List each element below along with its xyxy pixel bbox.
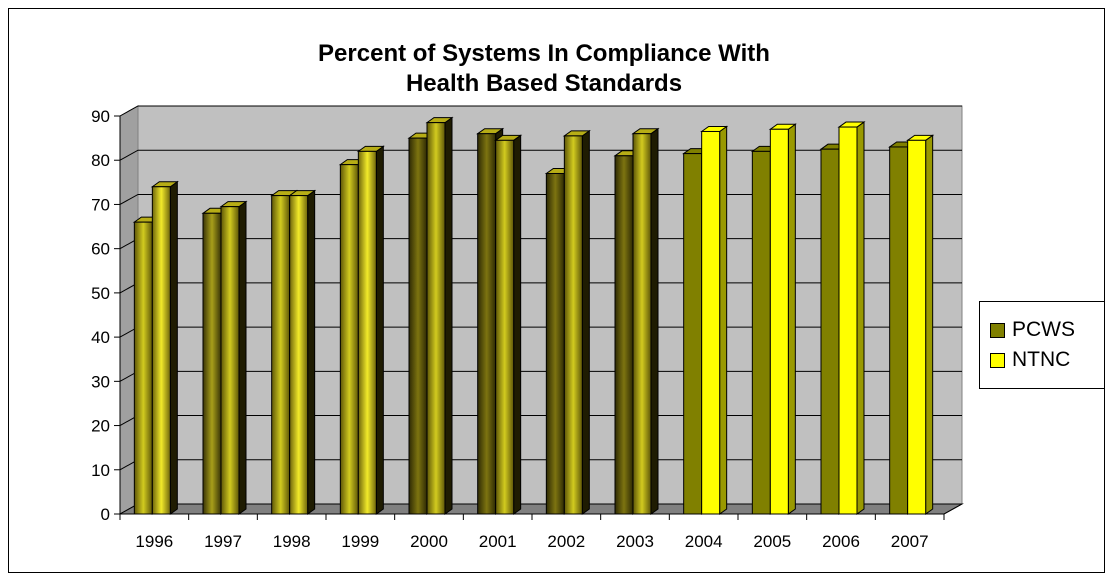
- legend-entry-ntnc: NTNC: [990, 348, 1070, 372]
- bar-pcws-2004: [683, 153, 703, 515]
- y-tick-label: 80: [91, 151, 110, 170]
- bar-pcws-2003: [614, 155, 634, 515]
- bar-pcws-2007: [889, 146, 909, 515]
- chart-frame: Percent of Systems In Compliance With He…: [8, 8, 1105, 573]
- x-tick-label: 2001: [479, 532, 517, 551]
- chart-title: Percent of Systems In Compliance With He…: [9, 39, 1079, 99]
- x-tick-label: 2005: [753, 532, 791, 551]
- chart-legend: PCWS NTNC: [979, 301, 1104, 389]
- bar-ntnc-2006-side: [856, 121, 865, 515]
- bar-pcws-1999: [339, 164, 359, 515]
- x-tick-label: 2000: [410, 532, 448, 551]
- y-tick-label: 90: [91, 107, 110, 126]
- bar-pcws-1996: [133, 221, 153, 515]
- bar-ntnc-2006: [838, 126, 858, 515]
- chart-title-line-2: Health Based Standards: [405, 70, 683, 97]
- y-gridline: [119, 105, 962, 117]
- chart-plot: 0 10 20 30 40 50 60 70 80 90 1996 1997 1998 1999 2000 2…: [91, 105, 964, 551]
- bar-ntnc-2003-side: [650, 127, 659, 515]
- x-tick-label: 2007: [891, 532, 929, 551]
- bar-ntnc-1997: [220, 206, 240, 515]
- y-gridline: [119, 149, 962, 161]
- y-tick-label: 50: [91, 284, 110, 303]
- x-axis-edge: [943, 503, 963, 515]
- bar-ntnc-2002: [563, 135, 583, 515]
- bar-ntnc-2003: [632, 133, 652, 515]
- y-tick-label: 20: [91, 417, 110, 436]
- bar-ntnc-2000: [426, 122, 446, 515]
- bar-ntnc-2004-side: [719, 125, 728, 515]
- bar-ntnc-2002-side: [581, 129, 590, 515]
- bar-ntnc-1996: [151, 186, 171, 515]
- legend-swatch-pcws: [990, 322, 1005, 338]
- legend-label-ntnc: NTNC: [1012, 348, 1071, 371]
- x-tick-label: 1998: [273, 532, 311, 551]
- bar-pcws-2002: [545, 172, 565, 515]
- bar-ntnc-2005: [769, 128, 789, 515]
- y-tick-label: 70: [91, 195, 110, 214]
- bar-pcws-1998: [271, 195, 291, 515]
- x-tick-label: 2004: [685, 532, 723, 551]
- bar-ntnc-2004: [701, 130, 721, 515]
- chart-title-line-1: Percent of Systems In Compliance With: [318, 40, 770, 67]
- y-tick-label: 40: [91, 328, 110, 347]
- bar-ntnc-2005-side: [787, 123, 796, 515]
- bar-ntnc-1997-side: [238, 200, 247, 515]
- bar-ntnc-1998-side: [307, 189, 316, 515]
- bar-ntnc-2007: [907, 139, 927, 515]
- x-tick-label: 1999: [341, 532, 379, 551]
- x-tick-label: 1997: [204, 532, 242, 551]
- bar-pcws-2000: [408, 137, 428, 515]
- y-tick-label: 30: [91, 372, 110, 391]
- bar-ntnc-2001: [495, 139, 515, 515]
- x-tick-label: 2003: [616, 532, 654, 551]
- y-tick-label: 10: [91, 461, 110, 480]
- x-tick-label: 2002: [547, 532, 585, 551]
- x-tick-label: 2006: [822, 532, 860, 551]
- bar-ntnc-2007-side: [925, 134, 934, 515]
- legend-label-pcws: PCWS: [1012, 318, 1075, 341]
- bar-pcws-2006: [820, 148, 840, 515]
- bar-ntnc-1998: [289, 195, 309, 515]
- x-tick-label: 1996: [135, 532, 173, 551]
- legend-swatch-ntnc: [990, 352, 1005, 368]
- bar-ntnc-2000-side: [444, 116, 453, 515]
- bar-ntnc-2001-side: [513, 134, 522, 515]
- legend-entry-pcws: PCWS: [990, 318, 1075, 342]
- y-tick-label: 60: [91, 240, 110, 259]
- bar-ntnc-1999-side: [375, 145, 384, 515]
- y-tick-label: 0: [101, 505, 110, 524]
- bar-ntnc-1999: [357, 150, 377, 515]
- bar-pcws-1997: [202, 212, 222, 515]
- bar-pcws-2001: [477, 133, 497, 515]
- bar-pcws-2005: [751, 150, 771, 515]
- bar-ntnc-1996-side: [169, 180, 178, 515]
